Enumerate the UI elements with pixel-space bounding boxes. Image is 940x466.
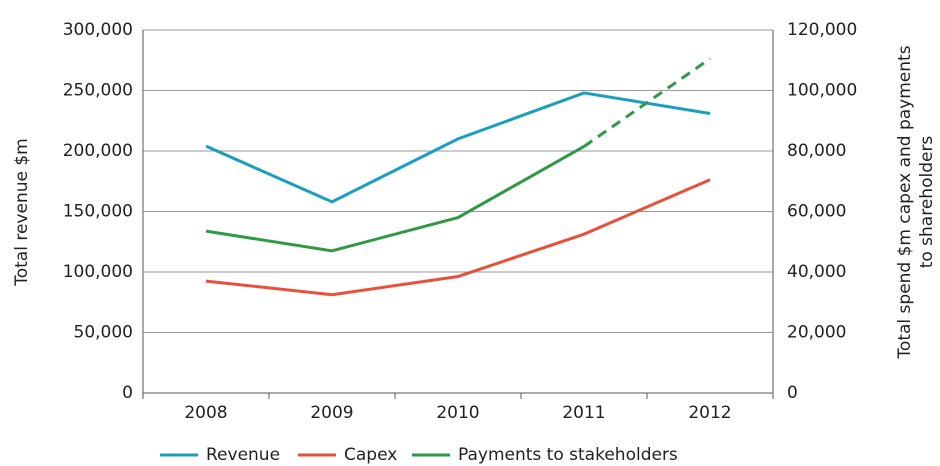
y2-axis-label: to shareholders (917, 136, 937, 269)
x-tick-label: 2009 (310, 403, 353, 423)
y2-tick-label: 20,000 (787, 323, 846, 343)
y2-axis-label: Total spend $m capex and payments (895, 45, 915, 359)
y2-tick-label: 0 (787, 383, 798, 403)
y2-tick-label: 40,000 (787, 262, 846, 282)
y-tick-label: 250,000 (63, 81, 133, 101)
y2-tick-label: 100,000 (787, 81, 857, 101)
x-tick-label: 2012 (688, 403, 731, 423)
y-tick-label: 50,000 (74, 323, 133, 343)
y2-tick-label: 120,000 (787, 20, 857, 40)
x-tick-label: 2008 (184, 403, 227, 423)
legend-label: Capex (344, 445, 397, 465)
y-axis-label: Total revenue $m (12, 138, 32, 287)
y2-tick-label: 80,000 (787, 141, 846, 161)
legend-label: Revenue (206, 445, 280, 465)
y-tick-label: 100,000 (63, 262, 133, 282)
series-line (583, 57, 711, 148)
series-line (205, 145, 585, 253)
y-tick-label: 200,000 (63, 141, 133, 161)
series-line (205, 178, 711, 297)
series-line (205, 91, 711, 204)
x-tick-label: 2010 (436, 403, 479, 423)
y-tick-label: 0 (122, 383, 133, 403)
x-tick-label: 2011 (562, 403, 605, 423)
y-tick-label: 150,000 (63, 202, 133, 222)
y-tick-label: 300,000 (63, 20, 133, 40)
y2-tick-label: 60,000 (787, 202, 846, 222)
legend-label: Payments to stakeholders (458, 445, 678, 465)
